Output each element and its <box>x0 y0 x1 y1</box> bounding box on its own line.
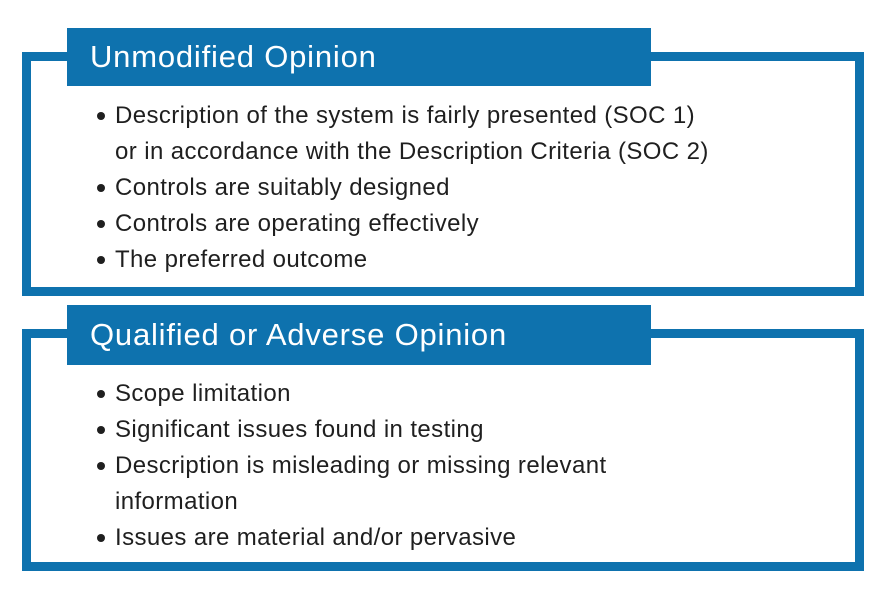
list-item-text: Controls are suitably designed <box>115 174 450 201</box>
list-item-text: Description is misleading or missing rel… <box>115 452 607 515</box>
list-item: The preferred outcome <box>97 242 845 278</box>
list-item: Description of the system is fairly pres… <box>97 98 845 170</box>
list-item-text: Significant issues found in testing <box>115 416 484 443</box>
list-item: Issues are material and/or pervasive <box>97 520 845 556</box>
box-title: Unmodified Opinion <box>90 39 377 74</box>
bullet-icon <box>97 390 105 398</box>
bullet-icon <box>97 534 105 542</box>
bullet-icon <box>97 220 105 228</box>
list-item-text: Description of the system is fairly pres… <box>115 102 709 165</box>
list-item: Scope limitation <box>97 376 845 412</box>
list-item: Controls are suitably designed <box>97 170 845 206</box>
box-header: Unmodified Opinion <box>67 28 651 86</box>
bullet-list: Scope limitation Significant issues foun… <box>97 376 845 556</box>
box-title: Qualified or Adverse Opinion <box>90 317 508 352</box>
box-header: Qualified or Adverse Opinion <box>67 305 651 365</box>
bullet-icon <box>97 462 105 470</box>
bullet-icon <box>97 112 105 120</box>
bullet-icon <box>97 426 105 434</box>
list-item-text: Issues are material and/or pervasive <box>115 524 517 551</box>
list-item: Controls are operating effectively <box>97 206 845 242</box>
list-item: Significant issues found in testing <box>97 412 845 448</box>
list-item-text: The preferred outcome <box>115 246 368 273</box>
bullet-list: Description of the system is fairly pres… <box>97 98 845 278</box>
list-item-text: Controls are operating effectively <box>115 210 480 237</box>
bullet-icon <box>97 256 105 264</box>
list-item-text: Scope limitation <box>115 380 291 407</box>
bullet-icon <box>97 184 105 192</box>
list-item: Description is misleading or missing rel… <box>97 448 845 520</box>
